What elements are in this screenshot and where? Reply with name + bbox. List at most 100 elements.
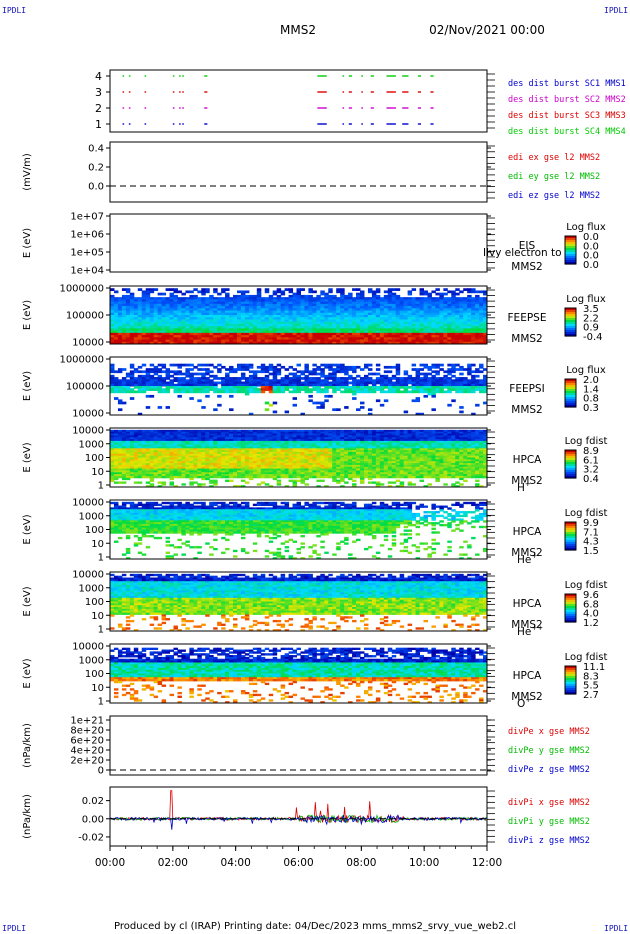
spectrogram-cell-4-81-13 <box>431 386 436 389</box>
spectrogram-cell-3-2-16 <box>117 321 123 325</box>
spectrogram-cell-3-81-19 <box>431 328 436 332</box>
spectrogram-cell-3-16-25 <box>173 341 178 345</box>
spectrogram-cell-5-27-5 <box>217 437 222 440</box>
spectrogram-cell-5-28-26 <box>221 475 226 479</box>
spectrogram-cell-3-11-22 <box>153 335 159 338</box>
spectrogram-cell-4-88-7 <box>459 372 464 376</box>
spectrogram-cell-3-40-13 <box>268 315 274 318</box>
spectrogram-cell-3-29-22 <box>225 335 230 338</box>
spectrogram-cell-4-64-14 <box>363 388 369 391</box>
spectrogram-cell-5-29-7 <box>225 440 230 444</box>
spectrogram-cell-3-23-16 <box>201 321 206 325</box>
spectrogram-cell-3-25-19 <box>209 328 214 332</box>
spectrogram-cell-5-17-1 <box>177 429 182 433</box>
spectrogram-cell-3-73-19 <box>399 328 405 332</box>
spectrogram-cell-4-51-3 <box>312 363 317 367</box>
spectrogram-cell-3-11-10 <box>153 308 159 312</box>
spectrogram-cell-4-3-11 <box>121 381 127 385</box>
spectrogram-cell-3-56-10 <box>332 308 337 312</box>
spectrogram-cell-3-50-18 <box>308 326 313 329</box>
spectrogram-cell-4-31-14 <box>233 388 238 391</box>
spectrogram-cell-5-49-1 <box>304 429 309 433</box>
spectrogram-cell-4-37-11 <box>256 381 262 385</box>
spectrogram-cell-5-47-21 <box>296 466 301 470</box>
spectrogram-cell-4-15-10 <box>169 379 174 383</box>
spectrogram-cell-3-10-8 <box>149 303 155 307</box>
spectrogram-cell-5-2-24 <box>117 472 123 475</box>
spectrogram-cell-5-56-17 <box>332 459 337 462</box>
spectrogram-cell-3-82-10 <box>435 308 440 312</box>
spectrogram-cell-3-14-24 <box>165 339 171 343</box>
spectrogram-cell-4-6-15 <box>133 390 139 394</box>
spectrogram-cell-5-42-17 <box>276 459 282 462</box>
spectrogram-cell-4-33-14 <box>240 388 246 391</box>
spectrogram-cell-3-5-15 <box>129 319 135 323</box>
spectrogram-cell-3-56-11 <box>332 310 337 314</box>
spectrogram-cell-3-5-22 <box>129 335 135 338</box>
spectrogram-cell-3-36-23 <box>252 337 258 341</box>
spectrogram-cell-4-59-13 <box>344 386 349 389</box>
spectrogram-cell-5-28-12 <box>221 450 226 453</box>
spectrogram-cell-3-64-17 <box>363 323 369 327</box>
spectrogram-cell-5-56-11 <box>332 448 337 451</box>
spectrogram-cell-4-90-7 <box>467 372 472 376</box>
spectrogram-cell-3-18-23 <box>181 337 186 341</box>
spectrogram-cell-3-9-11 <box>145 310 151 314</box>
spectrogram-cell-5-38-19 <box>260 463 266 466</box>
spectrogram-cell-3-12-15 <box>157 319 163 323</box>
spectrogram-cell-5-30-4 <box>229 435 234 438</box>
spectrogram-cell-5-51-13 <box>312 451 317 455</box>
spectrogram-cell-5-52-24 <box>316 472 321 475</box>
spectrogram-cell-3-73-25 <box>399 341 405 345</box>
spectrogram-cell-3-2-19 <box>117 328 123 332</box>
spectrogram-cell-3-21-18 <box>193 326 198 329</box>
spectrogram-cell-5-50-1 <box>308 429 313 433</box>
spectrogram-cell-4-79-10 <box>423 379 428 383</box>
spectrogram-cell-4-63-11 <box>360 381 365 385</box>
spectrogram-cell-5-11-24 <box>153 472 159 475</box>
colorbar-title-4: Log flux <box>566 365 606 376</box>
spectrogram-cell-5-30-17 <box>229 459 234 462</box>
spectrogram-cell-4-75-11 <box>407 381 413 385</box>
spectrogram-cell-5-57-12 <box>336 450 341 453</box>
spectrogram-cell-4-65-10 <box>367 379 373 383</box>
spectrogram-cell-3-61-14 <box>352 317 357 320</box>
spectrogram-cell-5-4-20 <box>125 464 131 468</box>
spectrogram-cell-3-53-18 <box>320 326 325 329</box>
spectrogram-cell-5-15-22 <box>169 468 174 471</box>
spectrogram-cell-4-67-9 <box>375 377 381 380</box>
spectrogram-cell-3-31-21 <box>233 332 238 336</box>
spectrogram-cell-5-1-24 <box>113 472 119 475</box>
spectrogram-cell-4-81-3 <box>431 363 436 367</box>
spectrogram-cell-3-62-20 <box>356 330 361 334</box>
spectrogram-cell-3-90-6 <box>467 299 472 303</box>
spectrogram-cell-4-67-13 <box>375 386 381 389</box>
spectrogram-cell-5-47-23 <box>296 470 301 473</box>
spectrogram-cell-3-90-9 <box>467 306 472 309</box>
spectrogram-cell-5-48-18 <box>300 461 305 464</box>
spectrogram-cell-3-88-6 <box>459 299 464 303</box>
spectrogram-cell-5-13-23 <box>161 470 167 473</box>
colorbar-swatch-3-4 <box>565 316 576 319</box>
spectrogram-cell-5-35-21 <box>248 466 254 470</box>
spectrogram-cell-3-17-12 <box>177 312 182 316</box>
spectrogram-cell-5-46-11 <box>292 448 298 451</box>
spectrogram-cell-3-42-6 <box>276 299 282 303</box>
spectrogram-cell-5-7-12 <box>137 450 143 453</box>
spectrogram-cell-4-2-11 <box>117 381 123 385</box>
spectrogram-cell-4-44-8 <box>284 374 290 378</box>
spectrogram-cell-4-19-14 <box>185 388 190 391</box>
spectrogram-cell-3-58-13 <box>340 315 345 318</box>
spectrogram-cell-3-39-14 <box>264 317 270 320</box>
spectrogram-cell-5-44-11 <box>284 448 290 451</box>
spectrogram-cell-5-18-10 <box>181 446 186 449</box>
spectrogram-cell-3-79-15 <box>423 319 428 323</box>
spectrogram-cell-4-47-8 <box>296 374 301 378</box>
spectrogram-cell-4-56-8 <box>332 374 337 378</box>
spectrogram-cell-5-10-16 <box>149 457 155 460</box>
spectrogram-cell-5-26-11 <box>213 448 218 451</box>
spectrogram-cell-5-0-19 <box>110 463 115 466</box>
spectrogram-cell-3-29-18 <box>225 326 230 329</box>
spectrogram-cell-5-35-4 <box>248 435 254 438</box>
spectrogram-cell-5-47-3 <box>296 433 301 436</box>
